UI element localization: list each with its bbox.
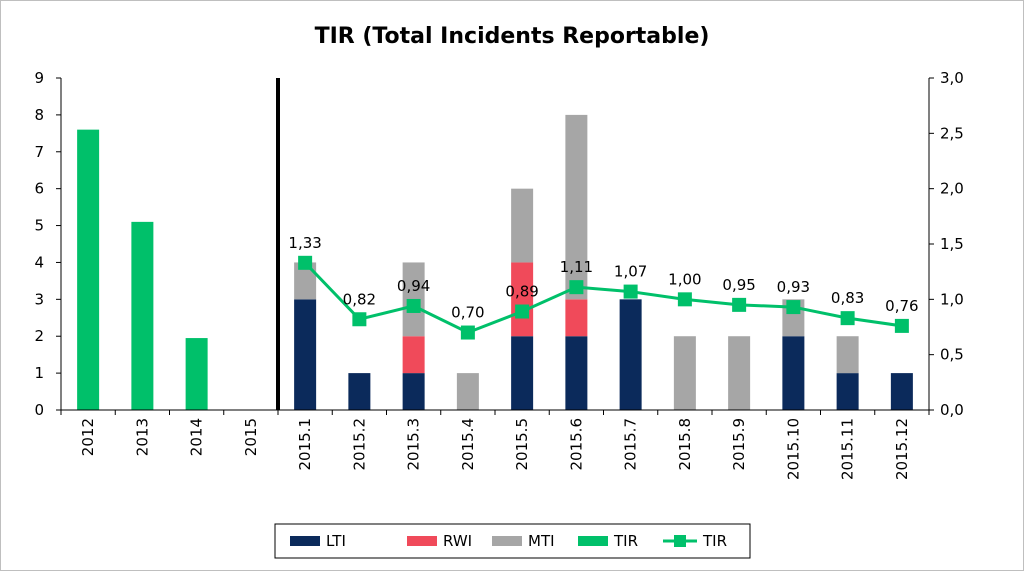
legend-swatch-rwi: [407, 536, 437, 546]
x-tick-label: 2015.12: [893, 418, 911, 480]
tir-marker-2015.10: [786, 300, 801, 315]
y-tick-label: 1: [34, 364, 44, 382]
legend-label-lti: LTI: [326, 532, 346, 550]
y-tick-label: 8: [34, 106, 44, 124]
tir-data-label-2015.11: 0,83: [831, 289, 864, 307]
bar-mti-2015.9: [728, 336, 751, 410]
y-tick-label: 7: [34, 143, 44, 161]
bar-mti-2015.8: [673, 336, 696, 410]
bar-lti-2015.11: [836, 373, 859, 410]
x-tick-label: 2014: [188, 418, 206, 456]
tir-data-label-2015.2: 0,82: [343, 290, 376, 308]
bar-mti-2015.6: [565, 114, 588, 300]
y-tick-label: 0: [34, 401, 44, 419]
legend: LTI RWI MTI TIR TIR: [274, 523, 751, 559]
y2-tick-label: 3,0: [940, 69, 964, 87]
x-tick-label: 2015.5: [513, 418, 531, 471]
x-tick-label: 2015.7: [622, 418, 640, 471]
x-tick-label: 2015.11: [839, 418, 857, 480]
x-tick-label: 2015.4: [459, 418, 477, 471]
tir-marker-2015.9: [732, 297, 747, 312]
tir-data-label-2015.9: 0,95: [722, 276, 755, 294]
tir-marker-2015.1: [298, 255, 313, 270]
tir-line: [304, 261, 903, 335]
x-tick-label: 2012: [79, 418, 97, 456]
legend-swatch-lti: [290, 536, 320, 546]
bar-tir-2014: [185, 338, 208, 410]
y2-tick-label: 1,0: [940, 290, 964, 308]
x-tick-label: 2015.10: [784, 418, 802, 480]
legend-swatch-tir: [578, 536, 608, 546]
x-tick-label: 2015: [242, 418, 260, 456]
x-tick-label: 2013: [133, 418, 151, 456]
y-tick-label: 5: [34, 217, 44, 235]
tir-marker-2015.6: [569, 280, 584, 295]
y-tick-label: 2: [34, 327, 44, 345]
bar-lti-2015.3: [402, 373, 425, 410]
y2-tick-label: 1,5: [940, 235, 964, 253]
bar-lti-2015.1: [294, 299, 317, 410]
y-tick-label: 3: [34, 290, 44, 308]
tir-data-label-2015.5: 0,89: [505, 283, 538, 301]
bar-lti-2015.6: [565, 336, 588, 410]
bar-lti-2015.7: [619, 299, 642, 410]
bar-lti-2015.12: [890, 373, 913, 410]
chart-title: TIR (Total Incidents Reportable): [315, 24, 710, 49]
y2-tick-label: 2,5: [940, 124, 964, 142]
bar-rwi-2015.3: [402, 336, 425, 374]
y2-tick-label: 0,5: [940, 346, 964, 364]
x-tick-label: 2015.9: [730, 418, 748, 471]
tir-marker-2015.5: [515, 304, 530, 319]
tir-marker-2015.11: [840, 311, 855, 326]
tir-data-label-2015.6: 1,11: [560, 258, 593, 276]
tir-marker-2015.12: [894, 318, 909, 333]
y-tick-label: 4: [34, 253, 44, 271]
bar-mti-2015.4: [456, 373, 479, 410]
bar-tir-2013: [131, 221, 154, 410]
y2-tick-label: 0,0: [940, 401, 964, 419]
legend-label-tir: TIR: [702, 532, 727, 550]
legend-swatch-mti: [492, 536, 522, 546]
x-tick-label: 2015.3: [405, 418, 423, 471]
bar-rwi-2015.6: [565, 299, 588, 337]
tir-data-label-2015.3: 0,94: [397, 277, 430, 295]
tir-marker-2015.7: [623, 284, 638, 299]
x-tick-label: 2015.1: [296, 418, 314, 471]
tir-line-layer: 1,33 0,82 0,94 0,70 0,89 1,11 1,07 1,00 0,95 0,93…: [288, 234, 919, 340]
tir-marker-2015.4: [460, 325, 475, 340]
bar-lti-2015.2: [348, 373, 371, 410]
bar-lti-2015.10: [782, 336, 805, 410]
tir-marker-2015.8: [677, 292, 692, 307]
legend-label-mti: MTI: [528, 532, 555, 550]
axes-layer: 0 1 2 3 4 5 6 7 8 9 0,0 0,5 1,0 1,5 2,0 2,5 3,0 2012 2013 2…: [34, 69, 963, 480]
y-tick-label: 6: [34, 180, 44, 198]
bar-mti-2015.5: [511, 188, 534, 263]
x-tick-label: 2015.6: [567, 418, 585, 471]
legend-label-rwi: RWI: [443, 532, 472, 550]
tir-data-label-2015.10: 0,93: [777, 278, 810, 296]
bar-mti-2015.11: [836, 336, 859, 374]
y-tick-label: 9: [34, 69, 44, 87]
tir-marker-2015.2: [352, 312, 367, 327]
legend-label-tir: TIR: [613, 532, 638, 550]
tir-marker-2015.3: [406, 298, 421, 313]
x-tick-label: 2015.8: [676, 418, 694, 471]
tir-data-label-2015.8: 1,00: [668, 270, 701, 288]
bar-mti-2015.1: [294, 262, 317, 300]
bars-layer: [77, 114, 913, 410]
legend-marker-tir-line: [674, 535, 686, 547]
x-tick-label: 2015.2: [350, 418, 368, 471]
tir-data-label-2015.4: 0,70: [451, 304, 484, 322]
y2-tick-label: 2,0: [940, 180, 964, 198]
tir-data-label-2015.1: 1,33: [288, 234, 321, 252]
tir-data-label-2015.12: 0,76: [885, 297, 918, 315]
bar-tir-2012: [77, 129, 100, 410]
bar-lti-2015.5: [511, 336, 534, 410]
tir-data-label-2015.7: 1,07: [614, 263, 647, 281]
